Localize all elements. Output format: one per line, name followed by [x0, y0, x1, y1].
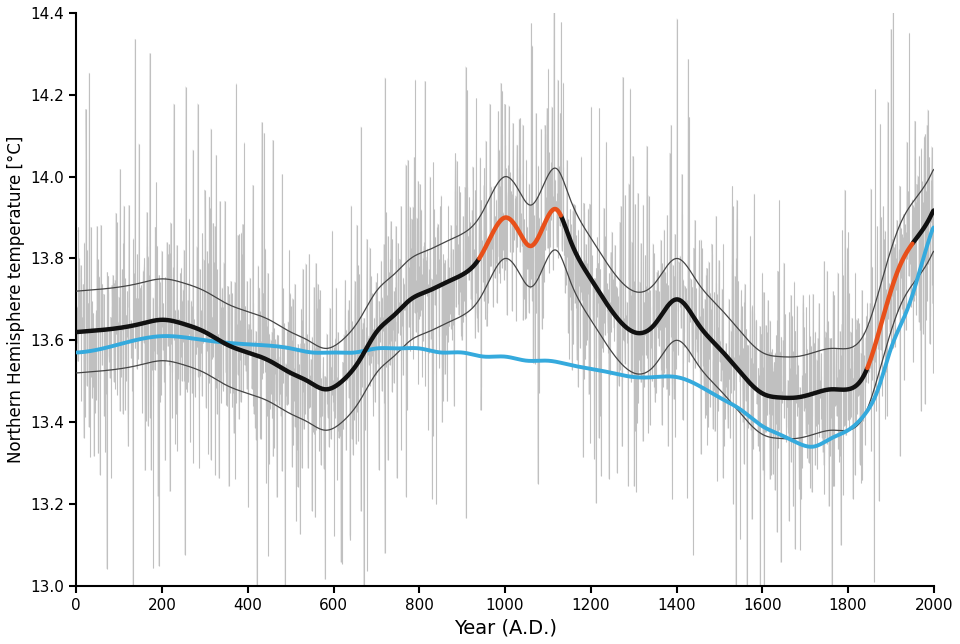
Y-axis label: Northern Hemisphere temperature [°C]: Northern Hemisphere temperature [°C]	[7, 136, 25, 463]
X-axis label: Year (A.D.): Year (A.D.)	[453, 618, 557, 637]
